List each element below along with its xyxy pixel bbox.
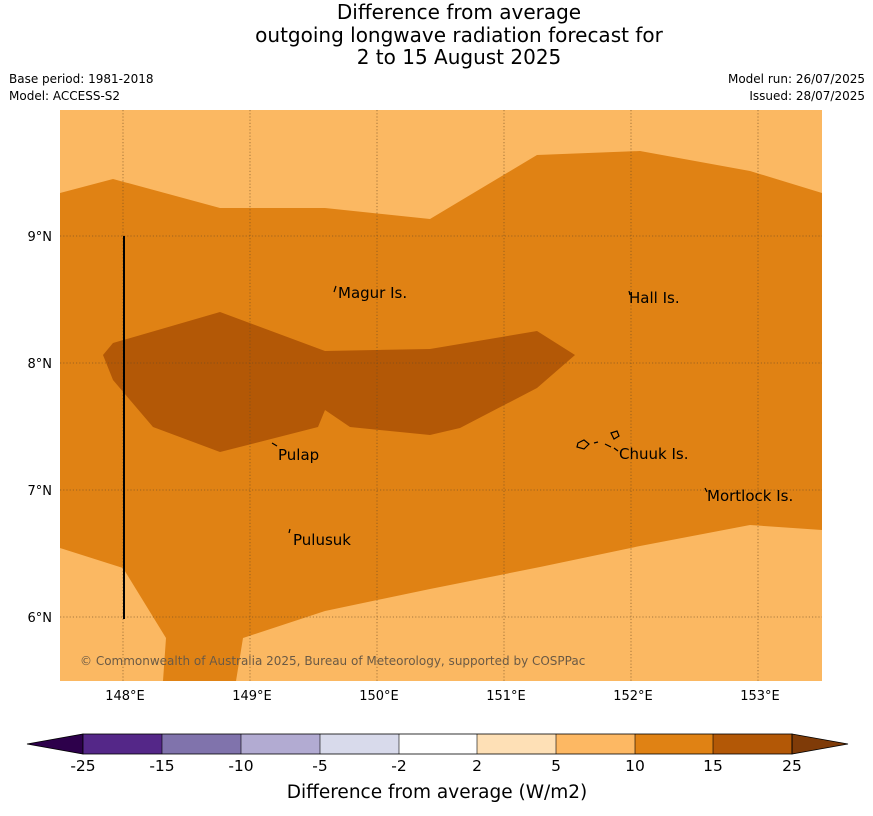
meta-right: Model run: 26/07/2025 Issued: 28/07/2025 — [728, 71, 865, 105]
label-pulusuk: Pulusuk — [293, 531, 351, 549]
label-magur: Magur Is. — [338, 284, 407, 302]
meta-left: Base period: 1981-2018 Model: ACCESS-S2 — [9, 71, 154, 105]
colorbar-segment — [399, 734, 477, 754]
lat-tick-label: 6°N — [28, 611, 53, 626]
chart-title: Difference from average outgoing longwav… — [0, 1, 873, 69]
issued-date: Issued: 28/07/2025 — [749, 89, 865, 103]
chuuk-lagoon-mark — [576, 430, 620, 452]
lat-tick-label: 7°N — [28, 484, 53, 499]
anomaly-band-15-25 — [103, 312, 575, 452]
lon-tick-label: 152°E — [613, 689, 653, 704]
hall-island-mark — [628, 290, 631, 296]
lon-tick-label: 153°E — [740, 689, 780, 704]
longitude-labels: 148°E 149°E 150°E 151°E 152°E 153°E — [105, 689, 780, 704]
colorbar-outline — [82, 733, 793, 755]
colorbar-segment — [162, 734, 241, 754]
lat-tick-label: 9°N — [28, 230, 53, 245]
map-area: Magur Is. Hall Is. Pulap Chuuk Is. Pulus… — [60, 110, 822, 681]
copyright-notice: © Commonwealth of Australia 2025, Bureau… — [80, 654, 585, 668]
lon-tick-label: 149°E — [232, 689, 272, 704]
colorbar-label: 15 — [703, 757, 723, 775]
label-chuuk: Chuuk Is. — [619, 445, 688, 463]
lon-tick-label: 151°E — [486, 689, 526, 704]
lat-tick-label: 8°N — [28, 357, 53, 372]
colorbar-segment — [83, 734, 162, 754]
colorbar-label: -25 — [70, 757, 95, 775]
title-line-3: 2 to 15 August 2025 — [356, 45, 562, 69]
pulap-island-mark — [271, 442, 278, 447]
mortlock-island-mark — [704, 487, 708, 493]
label-mortlock: Mortlock Is. — [707, 487, 793, 505]
colorbar-segment — [477, 734, 556, 754]
colorbar-label: 2 — [472, 757, 482, 775]
colorbar-dividers — [161, 734, 714, 754]
lon-tick-label: 150°E — [359, 689, 399, 704]
model-name: Model: ACCESS-S2 — [9, 89, 121, 103]
base-period: Base period: 1981-2018 — [9, 72, 154, 86]
colorbar-segment — [556, 734, 635, 754]
colorbar-title: Difference from average (W/m2) — [287, 782, 588, 803]
colorbar: -25 -15 -10 -5 -2 2 5 10 15 25 Differenc… — [26, 733, 849, 803]
colorbar-segment — [713, 734, 792, 754]
title-line-1: Difference from average — [336, 0, 582, 24]
colorbar-label: 5 — [551, 757, 561, 775]
island-marks — [271, 285, 708, 534]
latitude-labels: 9°N 8°N 7°N 6°N — [28, 230, 53, 626]
title-line-2: outgoing longwave radiation forecast for — [255, 22, 663, 47]
label-pulap: Pulap — [278, 446, 319, 464]
model-run: Model run: 26/07/2025 — [727, 72, 865, 86]
colorbar-extend-low — [26, 733, 84, 755]
colorbar-segment — [241, 734, 320, 754]
colorbar-label: -5 — [312, 757, 327, 775]
magur-island-mark — [333, 285, 337, 293]
colorbar-segment — [635, 734, 713, 754]
lon-tick-label: 148°E — [105, 689, 145, 704]
colorbar-extend-high — [791, 733, 849, 755]
colorbar-segment — [320, 734, 399, 754]
colorbar-label: -2 — [391, 757, 406, 775]
colorbar-label: 25 — [782, 757, 802, 775]
colorbar-label: -15 — [149, 757, 174, 775]
pulusuk-island-mark — [288, 528, 291, 534]
label-hall: Hall Is. — [629, 289, 680, 307]
colorbar-label: 10 — [625, 757, 645, 775]
colorbar-label: -10 — [228, 757, 253, 775]
